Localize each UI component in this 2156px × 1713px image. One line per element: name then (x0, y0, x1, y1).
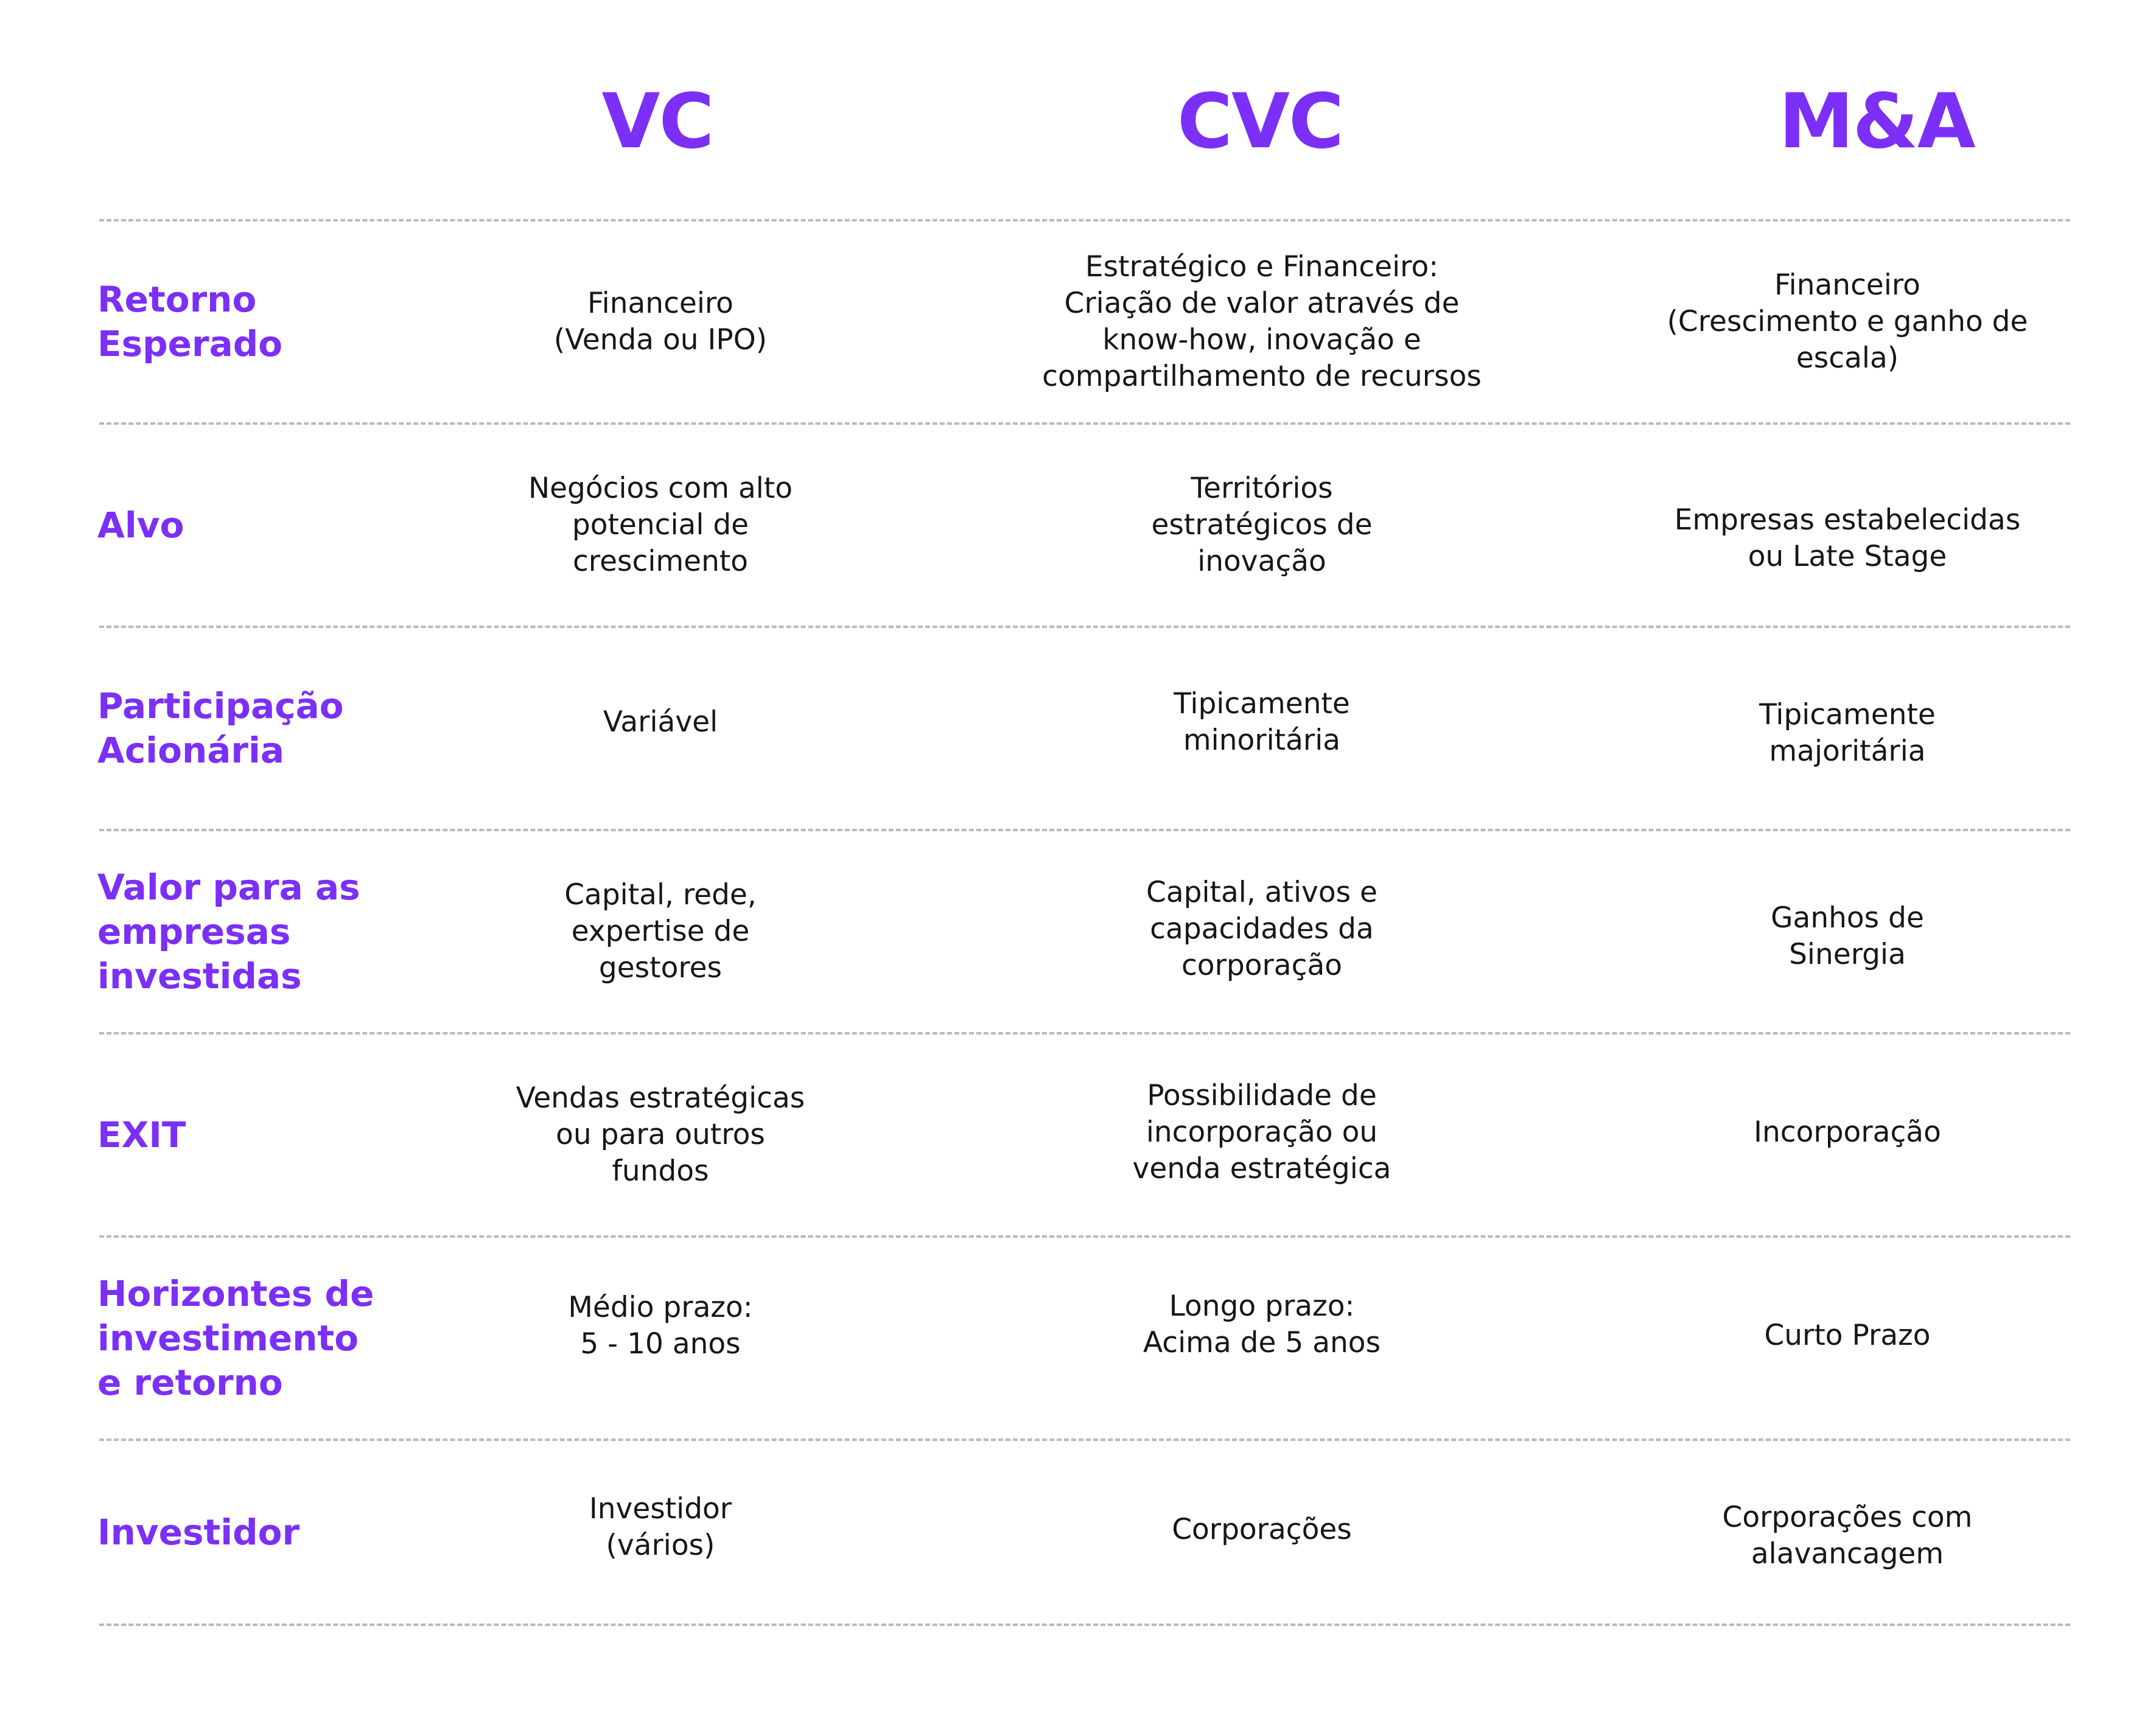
cell-alvo-vc: Negócios com alto potencial de crescimen… (528, 472, 793, 578)
column-header-vc: VC (601, 78, 715, 166)
divider (99, 1439, 2070, 1441)
row-label-alvo: Alvo (97, 504, 184, 546)
cell-horizontes-vc: Médio prazo: 5 - 10 anos (568, 1291, 753, 1361)
row-label-retorno-esperado: Retorno Esperado (97, 279, 283, 365)
row-label-investidor: Investidor (97, 1511, 300, 1553)
cell-alvo-ma: Empresas estabelecidas ou Late Stage (1674, 503, 2021, 573)
cell-retorno-cvc: Estratégico e Financeiro: Criação de val… (1042, 250, 1482, 393)
cell-participacao-vc: Variável (603, 705, 718, 739)
divider (99, 422, 2070, 425)
cell-alvo-cvc: Territórios estratégicos de inovação (1151, 472, 1373, 578)
row-label-horizontes: Horizontes de investimento e retorno (97, 1272, 374, 1403)
divider (99, 1624, 2070, 1626)
row-label-exit: EXIT (97, 1114, 186, 1156)
cell-exit-cvc: Possibilidade de incorporação ou venda e… (1132, 1079, 1391, 1185)
cell-retorno-vc: Financeiro (Venda ou IPO) (553, 287, 768, 357)
cell-valor-cvc: Capital, ativos e capacidades da corpora… (1146, 876, 1377, 982)
column-header-cvc: CVC (1177, 78, 1344, 166)
cell-participacao-cvc: Tipicamente minoritária (1174, 687, 1350, 757)
divider (99, 829, 2070, 831)
cell-investidor-ma: Corporações com alavancagem (1722, 1501, 1973, 1571)
cell-investidor-cvc: Corporações (1172, 1513, 1352, 1546)
divider (99, 626, 2070, 628)
cell-exit-ma: Incorporação (1754, 1115, 1941, 1149)
cell-horizontes-cvc: Longo prazo: Acima de 5 anos (1143, 1289, 1381, 1359)
row-label-valor-empresas: Valor para as empresas investidas (97, 866, 360, 997)
cell-retorno-ma: Financeiro (Crescimento e ganho de escal… (1667, 268, 2028, 375)
cell-exit-vc: Vendas estratégicas ou para outros fundo… (516, 1081, 805, 1188)
cell-valor-ma: Ganhos de Sinergia (1771, 901, 1924, 971)
divider (99, 1235, 2070, 1238)
divider (99, 1032, 2070, 1034)
cell-horizontes-ma: Curto Prazo (1764, 1319, 1931, 1352)
cell-participacao-ma: Tipicamente majoritária (1759, 698, 1936, 768)
column-header-ma: M&A (1779, 78, 1976, 166)
cell-valor-vc: Capital, rede, expertise de gestores (564, 878, 757, 985)
cell-investidor-vc: Investidor (vários) (589, 1492, 732, 1562)
row-label-participacao-acionaria: Participação Acionária (97, 685, 344, 771)
divider (99, 219, 2070, 222)
